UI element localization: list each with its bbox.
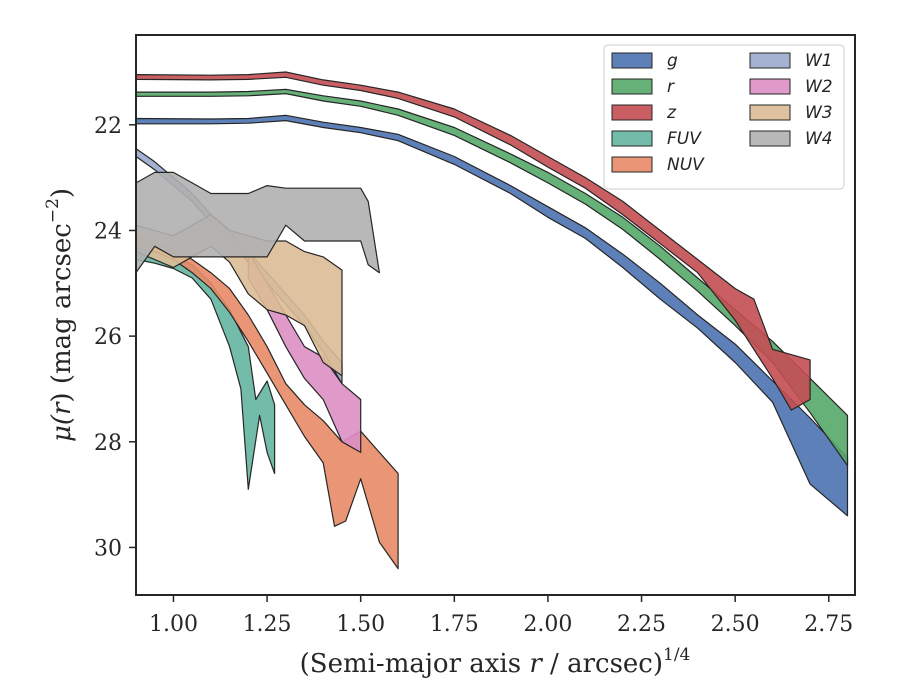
band-z xyxy=(136,71,811,411)
legend-label-w4: W4 xyxy=(805,129,833,149)
y-axis-ticks: 22 24 26 28 30 xyxy=(94,114,136,561)
x-tick-label: 2.00 xyxy=(523,612,572,637)
band-nuv xyxy=(136,235,399,570)
y-tick-label: 22 xyxy=(94,114,122,139)
legend-swatch-w3 xyxy=(749,104,791,121)
legend-label-w1: W1 xyxy=(805,51,833,71)
y-tick-label: 30 xyxy=(94,536,122,561)
y-tick-label: 28 xyxy=(94,431,122,456)
band-w4 xyxy=(136,171,380,274)
y-axis-title: μ(r) (mag arcsec−2) xyxy=(43,188,77,442)
x-tick-label: 1.00 xyxy=(149,612,198,637)
legend-label-fuv: FUV xyxy=(667,129,702,149)
legend-label-g: g xyxy=(667,51,678,71)
legend-label-z: z xyxy=(666,103,677,123)
legend-label-nuv: NUV xyxy=(667,155,705,175)
plot-frame xyxy=(135,34,856,596)
x-tick-label: 1.25 xyxy=(243,612,292,637)
legend-swatch-w1 xyxy=(749,52,791,69)
legend-swatch-nuv xyxy=(611,156,653,173)
legend-swatch-r xyxy=(611,78,653,95)
x-tick-label: 1.75 xyxy=(430,612,479,637)
x-axis-ticks: 1.00 1.25 1.50 1.75 2.00 2.25 2.50 2.75 xyxy=(149,595,853,637)
legend-label-w2: W2 xyxy=(805,77,833,97)
x-tick-label: 2.75 xyxy=(804,612,853,637)
legend: grz FUV NUV W1 W2 W3 W4 xyxy=(603,44,845,190)
band-r xyxy=(136,88,849,467)
y-tick-label: 26 xyxy=(94,325,122,350)
legend-swatch-w4 xyxy=(749,130,791,147)
y-tick-label: 24 xyxy=(94,219,122,244)
legend-label-w3: W3 xyxy=(805,103,833,123)
x-axis-title: (Semi-major axis r / arcsec)1/4 xyxy=(300,645,691,679)
x-tick-label: 2.25 xyxy=(617,612,666,637)
legend-label-r: r xyxy=(667,77,675,97)
band-g xyxy=(136,114,849,517)
legend-swatch-fuv xyxy=(611,130,653,147)
legend-swatch-w2 xyxy=(749,78,791,95)
x-tick-label: 1.50 xyxy=(336,612,385,637)
x-tick-label: 2.50 xyxy=(711,612,760,637)
legend-swatch-z xyxy=(611,104,653,121)
legend-swatch-g xyxy=(611,52,653,69)
profile-bands xyxy=(136,71,849,570)
